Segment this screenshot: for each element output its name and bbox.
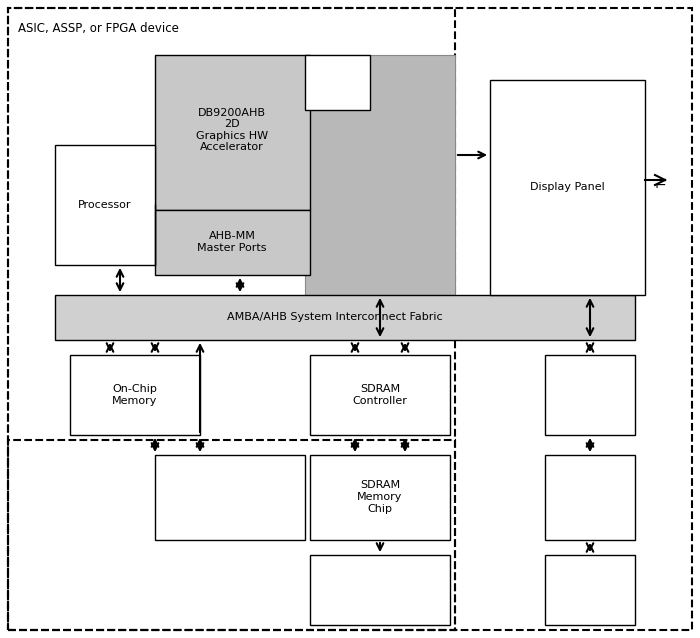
Bar — [155, 210, 310, 275]
Bar — [545, 455, 635, 540]
Bar — [8, 8, 455, 630]
Bar — [155, 55, 310, 210]
Bar — [545, 355, 635, 435]
Bar — [70, 355, 200, 435]
Text: On-Chip
Memory: On-Chip Memory — [112, 384, 158, 406]
Text: SDRAM
Memory
Chip: SDRAM Memory Chip — [357, 480, 402, 514]
Bar — [155, 455, 305, 540]
Bar — [310, 355, 450, 435]
Bar — [8, 440, 455, 630]
Bar — [545, 555, 635, 625]
Text: DB9200AHB
2D
Graphics HW
Accelerator: DB9200AHB 2D Graphics HW Accelerator — [196, 108, 268, 152]
Text: SDRAM
Controller: SDRAM Controller — [353, 384, 407, 406]
Bar — [490, 80, 645, 295]
Text: ASIC, ASSP, or FPGA device: ASIC, ASSP, or FPGA device — [18, 22, 179, 35]
Bar — [305, 55, 370, 110]
Bar — [55, 145, 155, 265]
Bar — [310, 455, 450, 540]
Text: ⌐: ⌐ — [654, 178, 666, 192]
Text: Display Panel: Display Panel — [530, 182, 604, 192]
Bar — [310, 555, 450, 625]
Bar — [55, 295, 635, 340]
Text: AHB-MM
Master Ports: AHB-MM Master Ports — [197, 231, 267, 253]
Text: AMBA/AHB System Interconnect Fabric: AMBA/AHB System Interconnect Fabric — [228, 312, 443, 322]
Text: Processor: Processor — [78, 200, 132, 210]
Bar — [305, 55, 455, 295]
